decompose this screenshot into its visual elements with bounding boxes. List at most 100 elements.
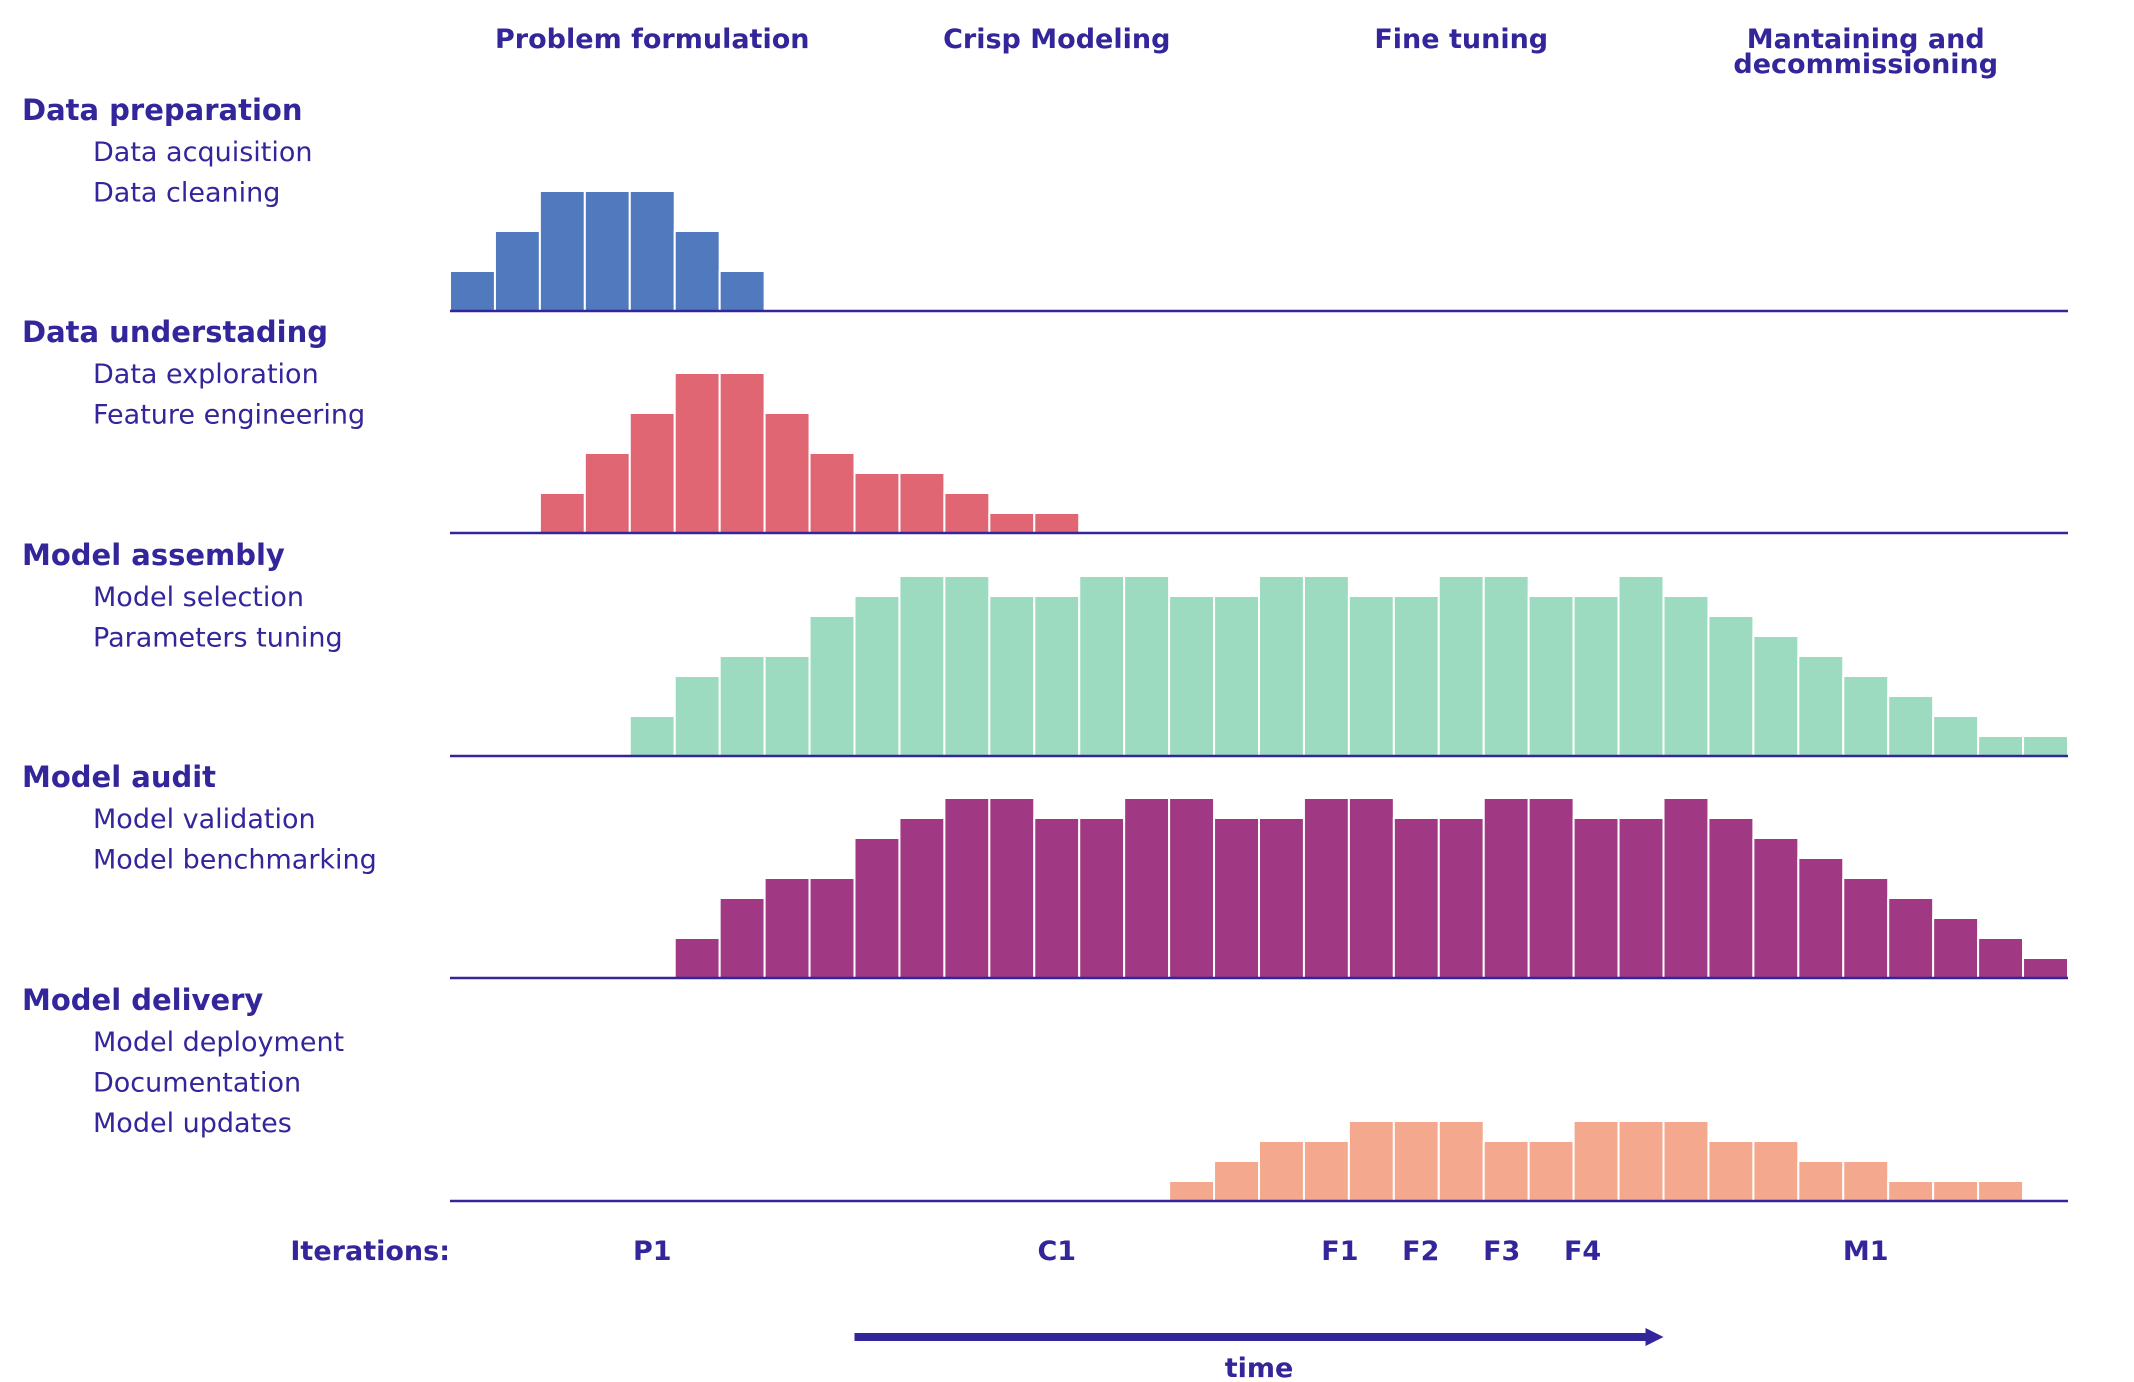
histogram-bar [1932,1180,1980,1202]
histogram-bar [628,190,676,312]
histogram-bar [1752,635,1800,757]
histogram-bar [1752,837,1800,979]
histogram-bar [673,230,721,312]
series-group: Data understading Data exploration Feature… [22,315,2068,535]
iteration-marker: M1 [1843,1236,1889,1267]
task-label: Model deployment [93,1027,344,1058]
histogram-bar [1932,715,1980,757]
histogram-bar [898,575,946,757]
histogram-bar [1752,1140,1800,1202]
histogram-bar [1078,575,1126,757]
histogram-bar [1168,1180,1216,1202]
histogram-bar [1887,695,1935,757]
histogram-bar [1617,575,1665,757]
histogram-bar [583,452,631,534]
histogram-bar [1842,675,1890,757]
task-label: Data acquisition [93,137,312,168]
histogram-bar [1797,1160,1845,1202]
histogram-bar [1302,575,1350,757]
task-label: Data cleaning [93,178,280,209]
histogram-bar [1797,857,1845,979]
histogram-bar [1527,1140,1575,1202]
task-label: Model updates [93,1108,292,1139]
histogram-bar [898,817,946,979]
histogram-bar [898,472,946,534]
histogram-bar [1527,595,1575,757]
histogram-bar [1302,1140,1350,1202]
histogram-bar [1033,512,1081,534]
histogram-bar [988,595,1036,757]
histogram-bar [1392,817,1440,979]
series-group: Data preparation Data acquisition Data cle… [22,93,2068,313]
histogram-bar [1842,1160,1890,1202]
histogram-bar [673,372,721,534]
histogram-bar [1213,595,1260,757]
iteration-marker: C1 [1037,1236,1076,1267]
series-title: Data understading [22,315,328,349]
histogram-bar [1977,735,2025,757]
histogram-bar [988,512,1036,534]
histogram-bar [2022,957,2069,979]
phase-label: Mantaining and decommissioning [1733,24,1998,80]
histogram-bar [808,877,856,979]
histogram-bar [538,190,586,312]
histogram-bar [1347,1120,1395,1202]
histogram-bar [808,615,856,757]
histogram-bar [1033,817,1081,979]
histogram-bar [628,412,676,534]
histogram-bar [1797,655,1845,757]
phase-label: Fine tuning [1374,24,1548,55]
histogram-bar [1123,575,1171,757]
task-label: Documentation [93,1068,301,1099]
histogram-bar [1437,817,1485,979]
task-label: Model validation [93,804,316,835]
histogram-bar [1887,1180,1935,1202]
histogram-bar [1977,1180,2025,1202]
series-group: Model assembly Model selection Parameters … [22,538,2069,758]
histogram-bar [493,230,541,312]
histogram-bar [673,675,721,757]
stacked-histograms: Data preparation Data acquisition Data cle… [22,93,2069,1203]
histogram-bar [1392,1120,1440,1202]
task-label: Feature engineering [93,400,365,431]
histogram-bar [2022,735,2069,757]
phase-label-line: Fine tuning [1374,24,1548,55]
iteration-marker: F4 [1564,1236,1601,1267]
histogram-bar [1258,1140,1305,1202]
histogram-bar [1662,797,1710,979]
phase-label-line: Mantaining and [1747,24,1985,55]
phase-labels: Problem formulation Crisp Modeling Fine tu… [495,24,1998,80]
histogram-bar [1168,595,1216,757]
histogram-bar [1437,575,1485,757]
histogram-bar [853,595,901,757]
series-group: Model audit Model validation Model benchma… [22,760,2069,980]
histogram-bar [763,412,811,534]
histogram-bar [538,492,586,534]
histogram-bar [1662,595,1710,757]
phase-label: Problem formulation [495,24,809,55]
histogram-bar [988,797,1036,979]
histogram-bar [1258,817,1305,979]
histogram-bar [1168,797,1216,979]
iteration-marker: F3 [1483,1236,1520,1267]
phase-label: Crisp Modeling [943,24,1170,55]
histogram-bar [718,897,766,979]
histogram-bar [1887,897,1935,979]
task-label: Data exploration [93,359,319,390]
iteration-marker: P1 [633,1236,672,1267]
histogram-bar [1213,1160,1260,1202]
x-axis-label: time [1225,1353,1294,1382]
histogram-bar [1617,1120,1665,1202]
histogram-bar [1572,817,1620,979]
histogram-bar [1437,1120,1485,1202]
histogram-bar [1258,575,1305,757]
histogram-bar [853,472,901,534]
histogram-bar [1572,595,1620,757]
task-label: Model selection [93,582,304,613]
histogram-bar [1572,1120,1620,1202]
histogram-bar [1482,575,1530,757]
time-axis: time [854,1328,1664,1382]
histogram-bar [763,655,811,757]
histogram-bar [943,492,991,534]
